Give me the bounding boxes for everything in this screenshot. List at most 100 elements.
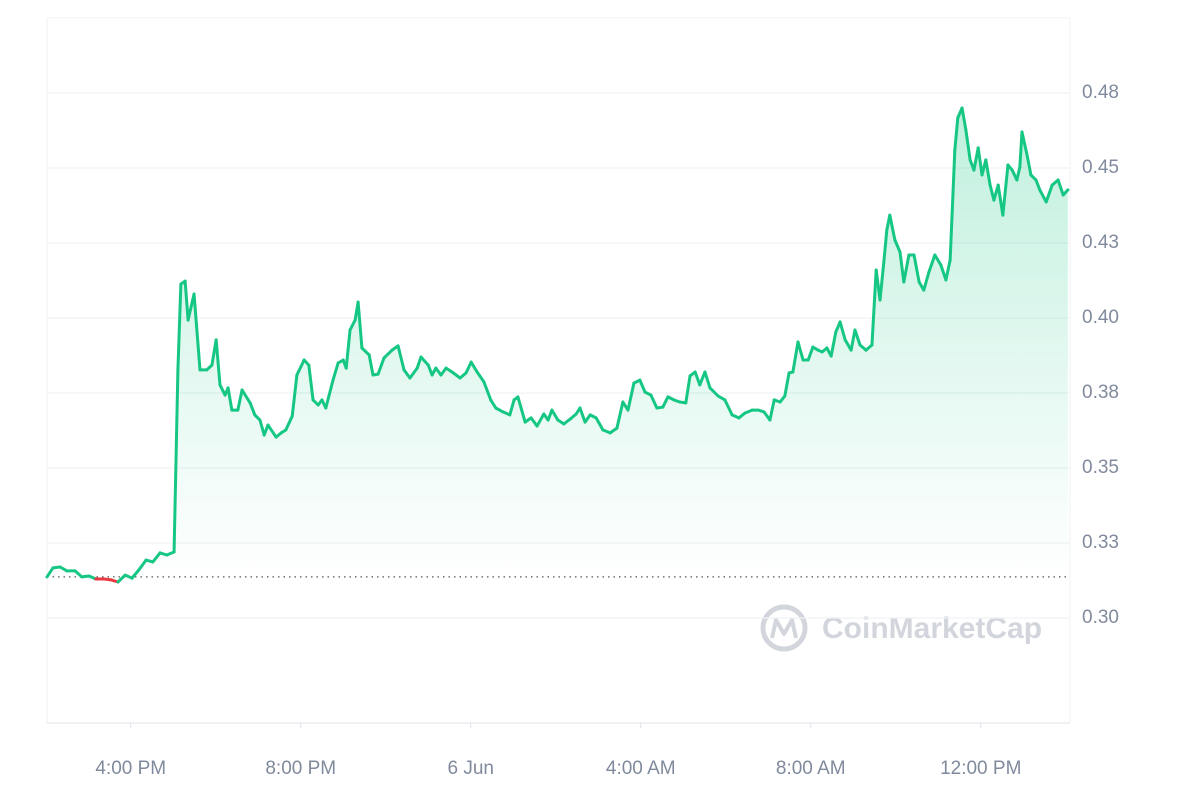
line-segment	[307, 363, 315, 402]
line-segment	[45, 566, 55, 579]
line-segment	[783, 371, 791, 398]
line-segment	[172, 368, 180, 554]
line-segment	[626, 381, 636, 412]
line-segment	[258, 418, 266, 437]
line-segment	[214, 338, 222, 387]
line-segment	[1015, 165, 1022, 182]
line-segment	[933, 253, 943, 267]
watermark-logo	[760, 604, 808, 652]
watermark: CoinMarketCap	[760, 604, 1042, 652]
line-segment	[849, 328, 857, 352]
line-segment	[464, 360, 473, 375]
line-segment	[331, 361, 340, 382]
y-tick-label: 0.38	[1082, 382, 1119, 403]
x-tick-label: 4:00 PM	[95, 758, 166, 779]
line-segment	[791, 340, 800, 374]
line-segment	[984, 158, 992, 187]
line-segment	[853, 328, 862, 347]
x-tick-label: 8:00 AM	[776, 758, 846, 779]
line-segment	[708, 386, 720, 398]
line-segment	[324, 378, 335, 410]
line-segment	[594, 416, 605, 432]
y-tick-label: 0.48	[1082, 82, 1119, 103]
line-segment	[475, 370, 486, 384]
line-segment	[661, 395, 670, 409]
line-segment	[396, 344, 406, 372]
line-segment	[73, 569, 84, 579]
line-segment	[1044, 183, 1054, 204]
line-segment	[419, 355, 430, 367]
y-tick-label: 0.35	[1082, 457, 1119, 478]
line-segment	[888, 213, 897, 242]
line-segment	[723, 398, 734, 417]
line-segment	[768, 398, 776, 422]
line-segment	[360, 346, 371, 357]
line-segment	[529, 416, 539, 428]
line-segment	[240, 388, 252, 405]
line-segment	[382, 348, 394, 360]
line-segment	[649, 393, 659, 410]
line-segment	[348, 318, 357, 332]
line-segment	[550, 408, 560, 422]
y-tick-label: 0.30	[1082, 607, 1119, 628]
line-segment	[450, 370, 462, 380]
x-tick-label: 4:00 AM	[606, 758, 676, 779]
line-segment	[469, 360, 479, 374]
x-tick-label: 12:00 PM	[940, 758, 1021, 779]
line-segment	[638, 378, 647, 394]
line-segment	[878, 260, 886, 302]
line-segment	[137, 558, 148, 572]
line-segment	[408, 366, 419, 380]
line-segment	[976, 146, 984, 177]
line-segment	[1025, 153, 1033, 177]
line-segment	[1001, 163, 1010, 217]
line-segment	[870, 268, 878, 347]
line-segment	[1038, 188, 1048, 204]
line-segment	[1034, 178, 1042, 192]
line-segment	[838, 320, 847, 342]
line-segment	[266, 423, 278, 439]
y-tick-label: 0.43	[1082, 232, 1119, 253]
y-tick-label: 0.40	[1082, 307, 1119, 328]
line-segment	[489, 398, 498, 410]
line-segment	[367, 353, 375, 377]
x-tick-label: 8:00 PM	[265, 758, 336, 779]
line-segment	[290, 373, 299, 418]
line-segment	[226, 386, 234, 412]
line-segment	[893, 238, 902, 254]
line-segment	[508, 398, 516, 417]
line-segment	[192, 292, 202, 372]
line-segment	[615, 400, 625, 430]
line-segment	[535, 412, 546, 428]
line-segment	[176, 282, 183, 372]
area	[47, 108, 1068, 582]
watermark-logo-m	[770, 618, 798, 639]
y-tick-label: 0.45	[1082, 157, 1119, 178]
line-segment	[703, 370, 712, 390]
line-segment	[912, 253, 921, 284]
line-segment	[344, 328, 352, 370]
line-segment	[578, 406, 587, 424]
line-segment	[130, 568, 141, 580]
line-segment	[902, 253, 911, 284]
line-segment	[1061, 188, 1070, 197]
line-segment	[356, 300, 364, 350]
line-segment	[116, 573, 127, 584]
line-segment	[927, 253, 937, 274]
line-segment	[882, 228, 889, 264]
line-segment	[964, 128, 972, 162]
line-segment	[482, 380, 493, 402]
line-segment	[960, 106, 968, 132]
line-segment	[1020, 130, 1029, 157]
line-segment	[898, 250, 906, 284]
line-segment	[236, 388, 244, 412]
line-segment	[284, 414, 294, 432]
line-segment	[248, 401, 257, 417]
line-segment	[829, 330, 838, 358]
watermark-text: CoinMarketCap	[822, 612, 1042, 645]
line-segment	[806, 345, 815, 362]
line-segment	[402, 368, 412, 380]
line-segment	[183, 279, 190, 322]
line-segment	[516, 395, 527, 424]
